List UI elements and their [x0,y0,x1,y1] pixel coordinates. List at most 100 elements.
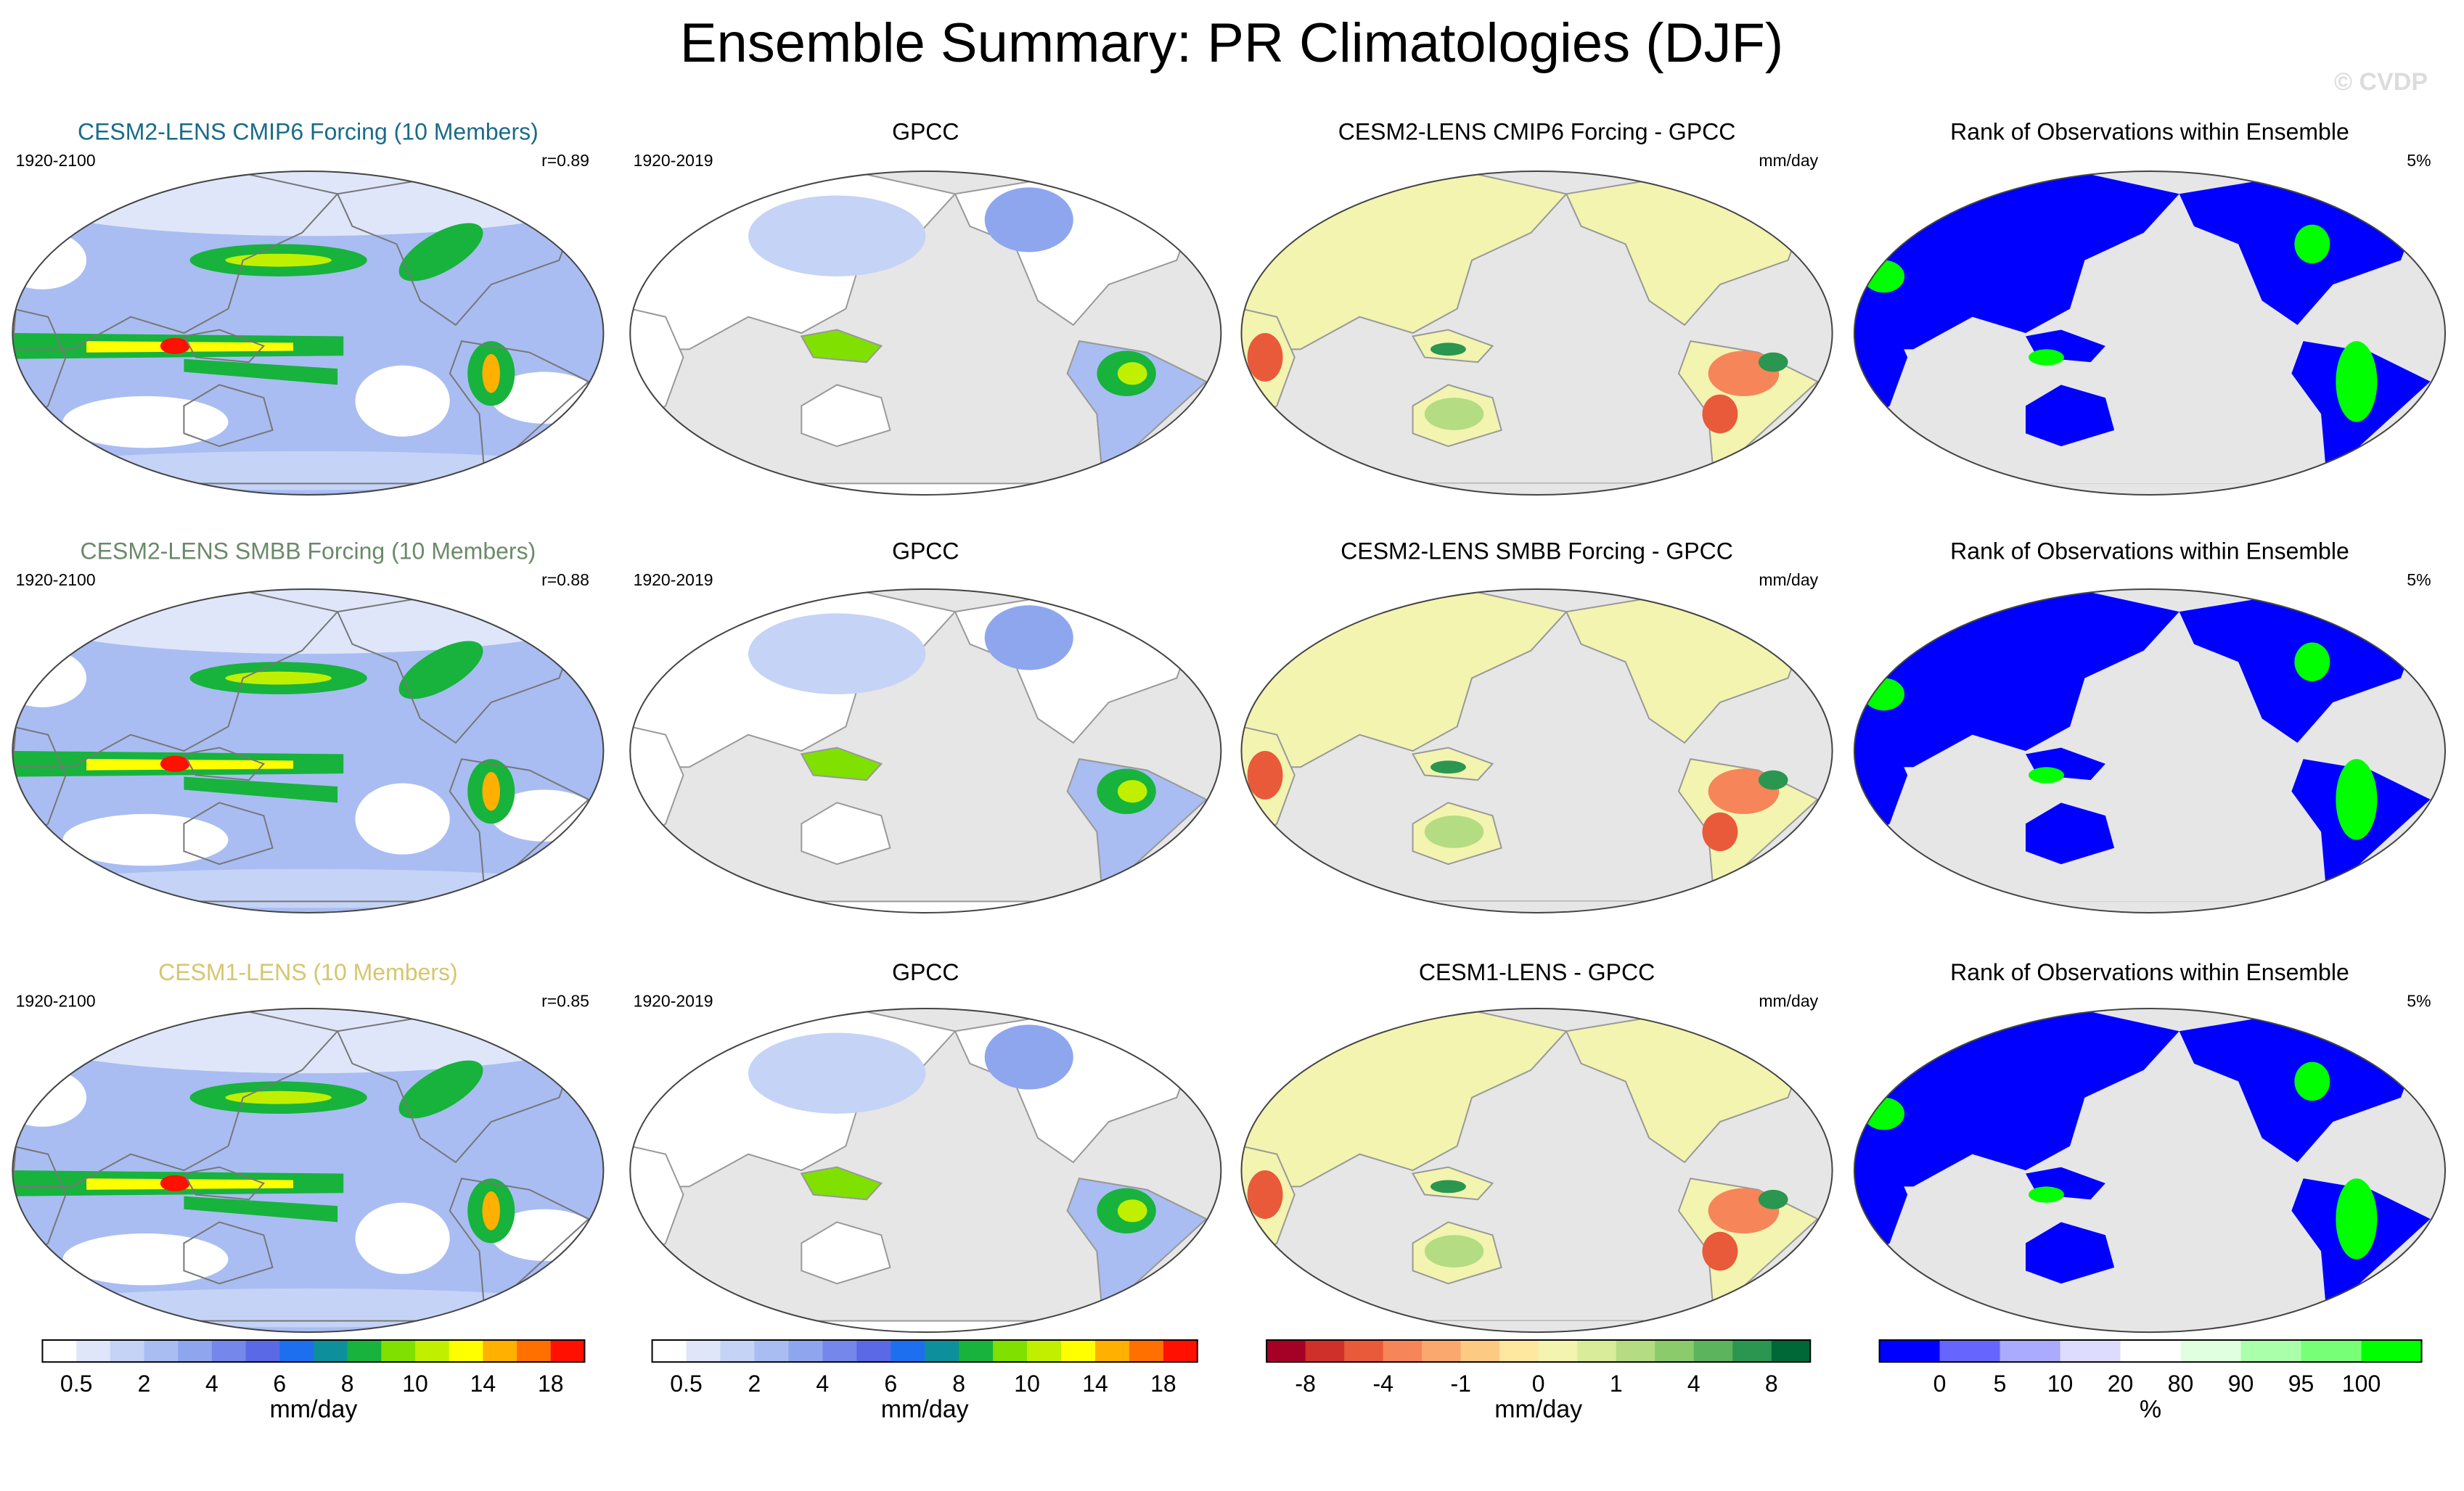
panel-title: CESM1-LENS (10 Members) [158,959,458,985]
watermark: © CVDP [2334,68,2428,96]
map-region [1117,1199,1147,1223]
panel-right-label: r=0.88 [541,570,589,589]
colorbar: 0.5 2 4 6 8 10 14 18 mm/day [41,1339,586,1423]
colorbar-label: 0 [1933,1371,1947,1397]
colorbar-box [2361,1339,2423,1363]
map [630,588,1221,913]
colorbar: -8 -4 -1 0 1 4 8 mm/day [1266,1339,1812,1423]
map-border [12,588,605,913]
land [801,1221,891,1285]
colorbar-label: 14 [470,1371,496,1397]
coastline [183,802,274,866]
colorbar-label: 6 [884,1371,897,1397]
colorbar-box [517,1339,552,1363]
colorbar-label: 100 [2342,1371,2381,1397]
colorbar-label: 10 [1014,1371,1040,1397]
panel-title: Rank of Observations within Ensemble [1950,538,2349,564]
map [1241,171,1833,496]
map-region [1247,750,1283,800]
land [1854,901,2446,913]
land [1241,483,1833,496]
colorbar-label: 8 [952,1371,965,1397]
colorbar-box [652,1339,687,1363]
land [800,1166,883,1201]
panel-right-label: mm/day [1759,151,1818,170]
panel-left-label: 1920-2100 [16,151,96,170]
colorbar-label: 80 [2168,1371,2194,1397]
map-region [1424,1235,1484,1268]
colorbar-box [449,1339,483,1363]
colorbar-box [1344,1339,1384,1363]
map-region [1430,342,1466,356]
colorbar-box [1732,1339,1772,1363]
map-region [225,1090,332,1104]
panel-title: CESM2-LENS SMBB Forcing (10 Members) [81,538,536,564]
colorbar-box [1061,1339,1096,1363]
coastline [183,384,274,448]
land [2026,802,2115,865]
map-region [1702,812,1738,852]
coastline [12,1145,67,1269]
map-region [1863,678,1905,711]
colorbar-box [178,1339,213,1363]
colorbar-box [1499,1339,1539,1363]
map-region [398,641,483,699]
map-region [160,1175,190,1192]
panel-title: CESM2-LENS SMBB Forcing - GPCC [1341,538,1733,564]
panel-left-label: 1920-2019 [634,151,713,170]
colorbar-label: 0.5 [60,1371,92,1397]
coastline [12,1320,604,1333]
panel-right-label: r=0.89 [541,151,589,170]
map-region [355,1202,450,1274]
colorbar-box [245,1339,280,1363]
panel-right-label: 5% [2407,991,2431,1010]
panel-right-label: 5% [2407,570,2431,589]
map-border [1853,171,2447,496]
map-border [1240,1008,1833,1334]
panel-title: Rank of Observations within Ensemble [1950,118,2349,144]
map-region [1117,362,1147,385]
colorbar-box [1693,1339,1733,1363]
panel-title: CESM1-LENS - GPCC [1419,959,1655,985]
colorbar-label: 1 [1610,1371,1623,1397]
coastline [182,329,266,363]
colorbar-box [1655,1339,1695,1363]
colorbar-label: 4 [205,1371,218,1397]
colorbar-box [483,1339,517,1363]
map-region [12,588,604,654]
map-region [1424,816,1484,848]
colorbar-box [959,1339,994,1363]
colorbar-label: 0.5 [670,1371,702,1397]
colorbar-label: 8 [1765,1371,1778,1397]
map [1854,1009,2446,1333]
coastline [12,308,67,432]
coastline [12,726,67,850]
coastline [12,900,604,913]
map-region [225,671,332,685]
colorbar-box [856,1339,891,1363]
colorbar-box [686,1339,721,1363]
panel-title: GPCC [892,538,959,564]
map-region [1424,398,1484,430]
coastline [182,1166,266,1201]
colorbar-box [891,1339,925,1363]
map-region [2294,642,2330,682]
colorbar-box [993,1339,1028,1363]
panel-title: CESM2-LENS CMIP6 Forcing (10 Members) [78,118,539,144]
colorbar-box [110,1339,145,1363]
figure-title: Ensemble Summary: PR Climatologies (DJF) [680,12,1783,74]
colorbar-box [279,1339,314,1363]
colorbar-label: 0 [1532,1371,1545,1397]
land [1241,901,1833,913]
map-region [1702,1231,1738,1271]
map-region [160,755,190,772]
colorbar-label: 90 [2228,1371,2254,1397]
colorbar: 0.5 2 4 6 8 10 14 18 mm/day [651,1339,1198,1423]
map-border [12,1008,605,1334]
map-border [1853,588,2447,913]
land [630,900,1221,913]
colorbar-frame [41,1339,586,1363]
map-region [398,1060,483,1119]
colorbar-box [1577,1339,1617,1363]
